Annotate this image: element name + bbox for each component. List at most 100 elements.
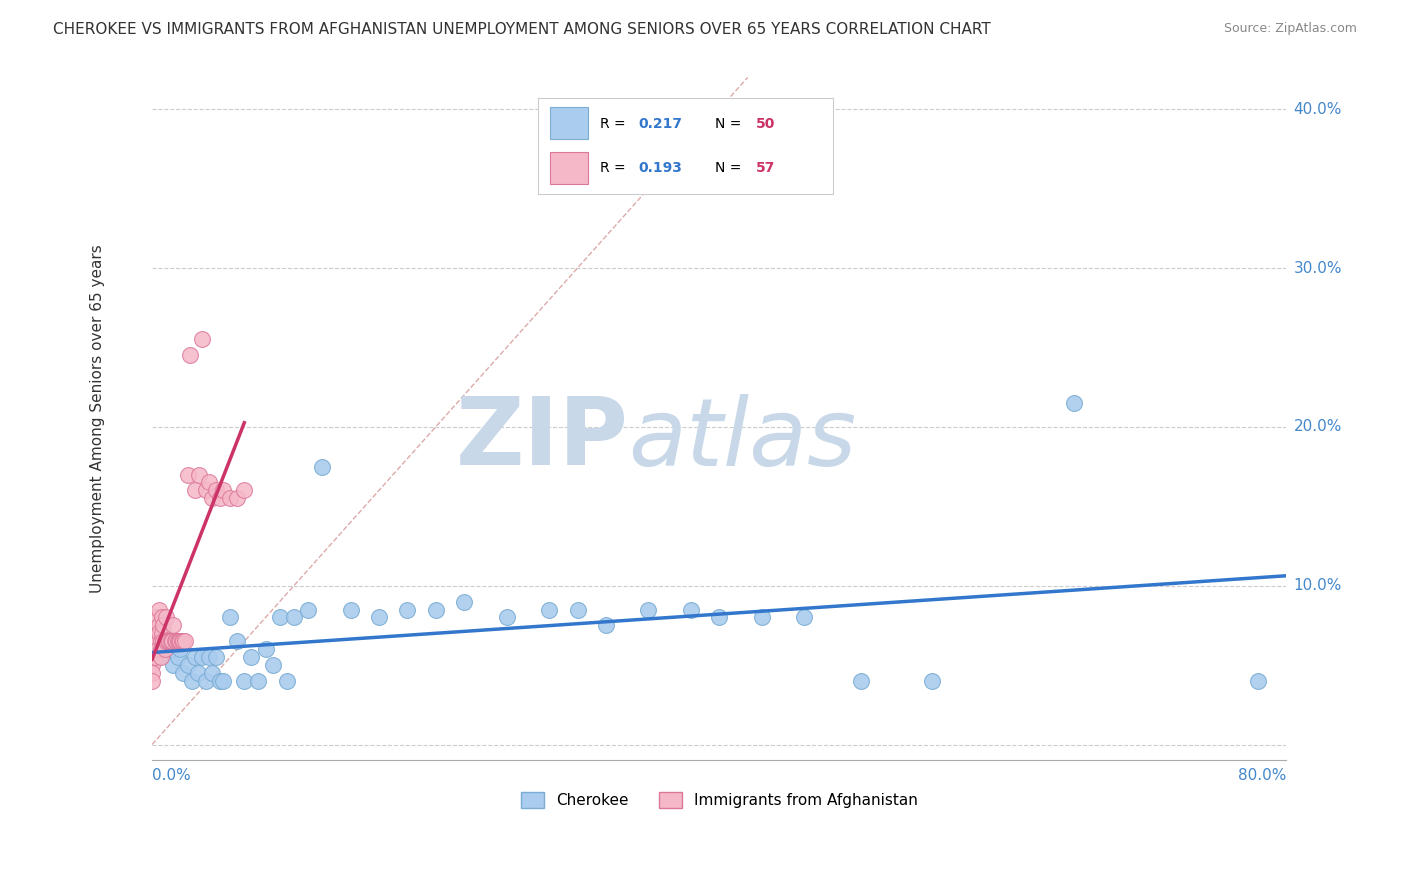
Text: 20.0%: 20.0%: [1294, 419, 1341, 434]
Point: [146, 634, 169, 648]
Point: [162, 618, 184, 632]
Point: [538, 602, 561, 616]
Point: [176, 658, 198, 673]
Point: [143, 650, 166, 665]
Text: 40.0%: 40.0%: [1294, 102, 1341, 117]
Point: [155, 634, 177, 648]
Text: Source: ZipAtlas.com: Source: ZipAtlas.com: [1223, 22, 1357, 36]
Text: 30.0%: 30.0%: [1294, 260, 1343, 276]
Point: [179, 348, 201, 362]
Point: [198, 475, 221, 490]
Point: [148, 650, 170, 665]
Point: [167, 634, 190, 648]
Point: [162, 658, 184, 673]
Point: [165, 634, 187, 648]
Text: CHEROKEE VS IMMIGRANTS FROM AFGHANISTAN UNEMPLOYMENT AMONG SENIORS OVER 65 YEARS: CHEROKEE VS IMMIGRANTS FROM AFGHANISTAN …: [53, 22, 991, 37]
Point: [152, 618, 174, 632]
Point: [149, 642, 172, 657]
Point: [145, 626, 167, 640]
Point: [201, 666, 224, 681]
Point: [155, 610, 177, 624]
Point: [169, 642, 191, 657]
Point: [169, 634, 191, 648]
Point: [195, 483, 218, 498]
Point: [183, 483, 205, 498]
Point: [173, 634, 195, 648]
Point: [186, 666, 208, 681]
Point: [793, 610, 815, 624]
Point: [172, 634, 194, 648]
Point: [595, 618, 617, 632]
Point: [212, 673, 235, 688]
Point: [254, 642, 277, 657]
Legend: Cherokee, Immigrants from Afghanistan: Cherokee, Immigrants from Afghanistan: [515, 786, 924, 814]
Text: atlas: atlas: [628, 394, 856, 485]
Point: [233, 673, 256, 688]
Point: [141, 650, 163, 665]
Point: [150, 610, 173, 624]
Point: [339, 602, 361, 616]
Point: [495, 610, 517, 624]
Point: [183, 650, 205, 665]
Point: [226, 491, 249, 506]
Point: [226, 634, 249, 648]
Point: [160, 634, 183, 648]
Point: [142, 642, 165, 657]
Point: [142, 634, 165, 648]
Point: [212, 483, 235, 498]
Point: [425, 602, 447, 616]
Text: 0.0%: 0.0%: [152, 767, 191, 782]
Point: [141, 658, 163, 673]
Point: [146, 642, 169, 657]
Point: [170, 634, 193, 648]
Point: [269, 610, 291, 624]
Point: [283, 610, 305, 624]
Point: [159, 634, 181, 648]
Point: [141, 666, 163, 681]
Point: [176, 467, 198, 482]
Point: [148, 602, 170, 616]
Point: [153, 634, 176, 648]
Point: [190, 650, 212, 665]
Point: [172, 666, 194, 681]
Point: [149, 650, 172, 665]
Point: [152, 626, 174, 640]
Point: [156, 634, 179, 648]
Point: [166, 650, 188, 665]
Point: [453, 594, 475, 608]
Point: [1063, 396, 1085, 410]
Point: [143, 642, 166, 657]
Point: [159, 642, 181, 657]
Point: [1247, 673, 1270, 688]
Text: 10.0%: 10.0%: [1294, 578, 1341, 593]
Point: [921, 673, 943, 688]
Text: Unemployment Among Seniors over 65 years: Unemployment Among Seniors over 65 years: [90, 244, 105, 593]
Point: [152, 634, 174, 648]
Point: [187, 467, 209, 482]
Point: [297, 602, 319, 616]
Point: [150, 626, 173, 640]
Point: [201, 491, 224, 506]
Point: [679, 602, 702, 616]
Point: [209, 673, 232, 688]
Point: [157, 634, 180, 648]
Point: [311, 459, 333, 474]
Point: [145, 642, 167, 657]
Point: [709, 610, 731, 624]
Point: [180, 673, 202, 688]
Point: [219, 610, 242, 624]
Point: [198, 650, 221, 665]
Point: [145, 610, 167, 624]
Point: [148, 626, 170, 640]
Point: [396, 602, 419, 616]
Point: [163, 634, 186, 648]
Point: [141, 673, 163, 688]
Point: [205, 483, 228, 498]
Point: [141, 642, 163, 657]
Point: [276, 673, 298, 688]
Point: [145, 634, 167, 648]
Point: [149, 634, 172, 648]
Point: [849, 673, 872, 688]
Point: [262, 658, 284, 673]
Point: [190, 333, 212, 347]
